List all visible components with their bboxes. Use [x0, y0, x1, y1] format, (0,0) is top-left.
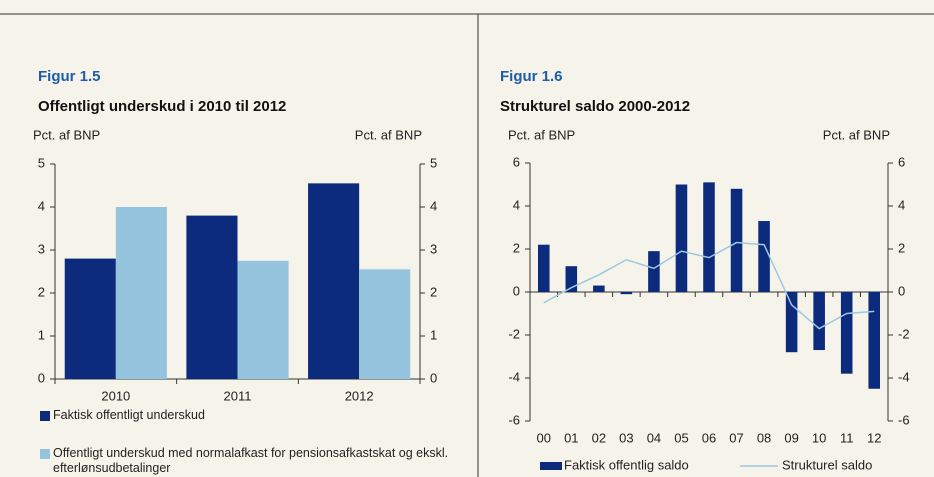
legend-label: Offentligt underskud med normalafkast fo… — [53, 446, 449, 475]
chart-title: Strukturel saldo 2000-2012 — [500, 98, 690, 115]
y2-tick-label: 6 — [898, 154, 905, 169]
legend-label: Strukturel saldo — [782, 457, 872, 472]
x-tick-label: 07 — [729, 430, 743, 445]
x-tick-label: 09 — [784, 430, 798, 445]
y-tick-label: 3 — [38, 241, 45, 256]
legend-swatch — [40, 411, 50, 421]
x-tick-label: 08 — [757, 430, 771, 445]
bar — [868, 292, 881, 389]
bar — [237, 260, 289, 379]
y2-tick-label: -4 — [898, 369, 910, 384]
y2-tick-label: 1 — [430, 327, 437, 342]
y-tick-label: 6 — [513, 154, 520, 169]
x-tick-label: 04 — [647, 430, 661, 445]
bar — [565, 266, 578, 292]
bar — [648, 251, 660, 292]
x-tick-label: 05 — [674, 430, 688, 445]
bar — [359, 269, 411, 379]
bar — [675, 184, 688, 292]
x-tick-label: 03 — [619, 430, 633, 445]
y2-tick-label: 5 — [430, 155, 437, 170]
x-tick-label: 12 — [867, 430, 881, 445]
bar — [593, 285, 605, 292]
chart-title: Offentligt underskud i 2010 til 2012 — [38, 98, 286, 115]
y-tick-label: -2 — [508, 326, 520, 341]
legend-swatch — [540, 462, 562, 470]
bar — [620, 292, 633, 295]
y2-tick-label: 2 — [898, 240, 905, 255]
y-tick-label: -4 — [508, 369, 520, 384]
bar — [703, 182, 715, 292]
y2-tick-label: -2 — [898, 326, 910, 341]
x-tick-label: 01 — [564, 430, 578, 445]
bar — [537, 244, 550, 292]
y2-tick-label: 2 — [430, 284, 437, 299]
bar — [64, 258, 116, 379]
x-tick-label: 00 — [537, 430, 551, 445]
legend-swatch — [40, 449, 50, 459]
y-axis-label: Pct. af BNP — [823, 127, 890, 142]
figure-label: Figur 1.6 — [500, 68, 563, 85]
y-tick-label: 0 — [38, 370, 45, 385]
bar — [308, 183, 360, 379]
bar — [186, 215, 238, 379]
bar — [840, 292, 853, 374]
x-tick-label: 2010 — [101, 388, 130, 403]
bar — [115, 207, 167, 379]
y-tick-label: -6 — [508, 412, 520, 427]
y2-tick-label: 4 — [430, 198, 437, 213]
y-tick-label: 0 — [513, 283, 520, 298]
bar — [758, 221, 770, 292]
y2-tick-label: 0 — [898, 283, 905, 298]
y-tick-label: 5 — [38, 155, 45, 170]
y-tick-label: 4 — [38, 198, 45, 213]
y-axis-label: Pct. af BNP — [508, 127, 575, 142]
y-tick-label: 2 — [38, 284, 45, 299]
y2-tick-label: 4 — [898, 197, 905, 212]
x-tick-label: 10 — [812, 430, 826, 445]
bar — [785, 292, 798, 353]
x-tick-label: 02 — [592, 430, 606, 445]
bar — [730, 188, 743, 292]
y-tick-label: 1 — [38, 327, 45, 342]
y-axis-label: Pct. af BNP — [355, 127, 422, 142]
line — [543, 241, 875, 330]
x-tick-label: 2011 — [224, 388, 252, 403]
figure-label: Figur 1.5 — [38, 68, 101, 85]
x-tick-label: 2012 — [345, 388, 374, 403]
y2-tick-label: 3 — [430, 241, 437, 256]
legend-label: Faktisk offentlig saldo — [564, 457, 689, 472]
legend-label: Faktisk offentligt underskud — [53, 408, 205, 422]
y-tick-label: 4 — [513, 197, 520, 212]
y2-tick-label: -6 — [898, 412, 910, 427]
bar — [813, 292, 825, 351]
x-tick-label: 06 — [702, 430, 716, 445]
y-tick-label: 2 — [513, 240, 520, 255]
x-tick-label: 11 — [840, 430, 854, 445]
y2-tick-label: 0 — [430, 370, 437, 385]
y-axis-label: Pct. af BNP — [33, 127, 100, 142]
